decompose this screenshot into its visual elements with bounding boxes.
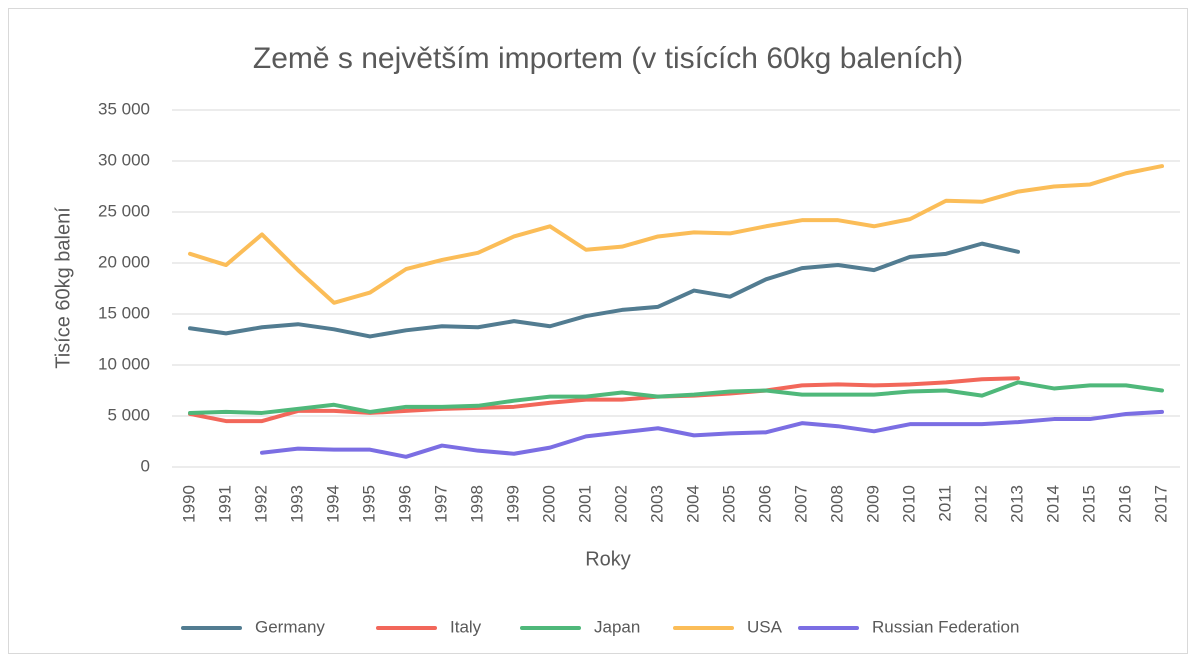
x-tick-label: 2005 (719, 485, 738, 523)
x-tick-label: 2001 (575, 485, 594, 523)
x-tick-label: 2014 (1043, 485, 1062, 523)
x-tick-label: 2015 (1079, 485, 1098, 523)
x-tick-label: 1996 (395, 485, 414, 523)
y-tick-label: 10 000 (98, 354, 150, 373)
x-tick-label: 2007 (791, 485, 810, 523)
x-tick-label: 2017 (1151, 485, 1170, 523)
y-tick-label: 5 000 (107, 405, 150, 424)
series-line (188, 164, 1164, 305)
x-tick-label: 2006 (755, 485, 774, 523)
y-tick-label: 0 (141, 456, 150, 475)
x-tick-label: 1999 (503, 485, 522, 523)
x-tick-label: 2010 (899, 485, 918, 523)
x-tick-label: 1994 (323, 485, 342, 523)
y-tick-label: 30 000 (98, 150, 150, 169)
x-tick-label: 1995 (359, 485, 378, 523)
legend-label: Russian Federation (872, 617, 1019, 636)
series-line (188, 376, 1020, 424)
series-line (188, 241, 1020, 339)
series-line (260, 409, 1164, 459)
y-axis-title: Tisíce 60kg balení (52, 207, 74, 369)
x-tick-label: 2004 (683, 485, 702, 523)
x-tick-label: 2002 (611, 485, 630, 523)
chart-title: Země s největším importem (v tisících 60… (253, 42, 963, 75)
x-tick-label: 1990 (179, 485, 198, 523)
x-tick-label: 2000 (539, 485, 558, 523)
y-tick-label: 25 000 (98, 201, 150, 220)
legend-label: USA (747, 617, 783, 636)
series-line (188, 380, 1164, 415)
x-tick-label: 2012 (971, 485, 990, 523)
x-tick-label: 2008 (827, 485, 846, 523)
legend-label: Germany (255, 617, 325, 636)
x-tick-label: 1992 (251, 485, 270, 523)
y-tick-label: 35 000 (98, 99, 150, 118)
x-tick-label: 2009 (863, 485, 882, 523)
y-tick-label: 15 000 (98, 303, 150, 322)
x-tick-label: 1997 (431, 485, 450, 523)
x-tick-label: 1998 (467, 485, 486, 523)
y-tick-label: 20 000 (98, 252, 150, 271)
x-tick-label: 1991 (215, 485, 234, 523)
x-tick-label: 2013 (1007, 485, 1026, 523)
x-axis-title: Roky (585, 548, 631, 570)
x-tick-label: 2016 (1115, 485, 1134, 523)
legend-label: Italy (450, 617, 482, 636)
x-tick-label: 2003 (647, 485, 666, 523)
x-tick-label: 1993 (287, 485, 306, 523)
legend-label: Japan (594, 617, 640, 636)
x-tick-label: 2011 (935, 485, 954, 522)
